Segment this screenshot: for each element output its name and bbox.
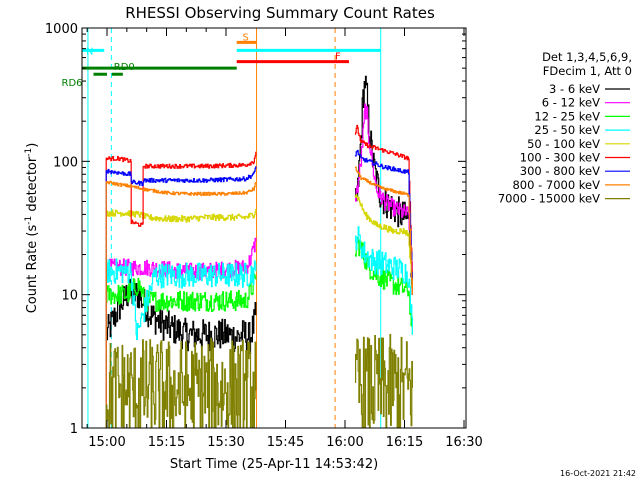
series-25-50-kev: [105, 226, 413, 428]
series-100-300-kev: [105, 124, 413, 428]
series-line-800-7000-kev-1: [354, 166, 413, 295]
y-tick-label-1: 1: [70, 422, 78, 437]
legend-label-800-7000-kev: 800 - 7000 keV: [512, 178, 600, 192]
x-tick-label-16-15: 16:15: [386, 435, 423, 450]
legend-label-50-100-kev: 50 - 100 keV: [527, 137, 600, 151]
series-line-800-7000-kev-0: [105, 180, 257, 428]
flag-bars: NSFRD6RD0: [62, 32, 381, 89]
series-12-25-kev: [105, 237, 413, 428]
series-line-25-50-kev-0: [105, 258, 257, 428]
legend-label-7000-15000-kev: 7000 - 15000 keV: [498, 192, 600, 206]
series-line-100-300-kev-0: [105, 151, 257, 428]
timestamp-annotation: 16-Oct-2021 21:42: [560, 469, 636, 478]
series-line-7000-15000-kev-1: [354, 334, 413, 428]
series-800-7000-kev: [105, 166, 413, 428]
series-line-3-6-kev-0: [105, 278, 257, 428]
series-line-6-12-kev-1: [354, 103, 413, 272]
chart-title: RHESSI Observing Summary Count Rates: [125, 4, 435, 22]
y-tick-label-100: 100: [53, 155, 78, 170]
legend-label-6-12-kev: 6 - 12 keV: [542, 96, 600, 110]
x-tick-label-15-45: 15:45: [267, 435, 304, 450]
legend-header-1: FDecim 1, Att 0: [543, 64, 632, 78]
legend-label-25-50-kev: 25 - 50 keV: [534, 123, 600, 137]
y-axis-label: Count Rate (s-1 detector-1): [24, 143, 40, 314]
series-line-7000-15000-kev-0: [105, 337, 257, 428]
legend: Det 1,3,4,5,6,9,FDecim 1, Att 0 3 - 6 keV…: [498, 50, 632, 206]
x-tick-label-15-00: 15:00: [88, 435, 125, 450]
y-tick-label-10: 10: [61, 289, 78, 304]
plot-frame: [81, 27, 467, 429]
series-line-12-25-kev-0: [105, 273, 257, 428]
x-axis-label: Start Time (25-Apr-11 14:53:42): [170, 457, 378, 472]
legend-label-3-6-kev: 3 - 6 keV: [549, 82, 600, 96]
count-rate-series: [105, 75, 413, 428]
x-tick-label-16-30: 16:30: [445, 435, 482, 450]
y-axis-label-sup-1: -1: [24, 216, 34, 225]
legend-header-0: Det 1,3,4,5,6,9,: [542, 50, 632, 64]
flag-label-rd6: RD6: [62, 78, 83, 89]
x-tick-label-15-15: 15:15: [148, 435, 185, 450]
y-axis-label-main: Count Rate (s: [25, 225, 40, 314]
series-line-300-800-kev-1: [354, 149, 413, 295]
y-axis-label-mid: detector: [25, 156, 40, 216]
series-line-25-50-kev-1: [354, 226, 413, 335]
y-axis-label-sup-2: -1: [24, 148, 34, 157]
series-line-3-6-kev-1: [354, 75, 413, 285]
flag-label-f: F: [335, 52, 341, 63]
flag-label-s: S: [243, 32, 249, 43]
series-7000-15000-kev: [105, 334, 413, 428]
legend-label-100-300-kev: 100 - 300 keV: [520, 151, 600, 165]
legend-label-12-25-kev: 12 - 25 keV: [534, 109, 600, 123]
series-line-100-300-kev-1: [354, 124, 413, 295]
y-axis-label-end: ): [25, 143, 40, 148]
series-line-12-25-kev-1: [354, 237, 413, 335]
series-3-6-kev: [105, 75, 413, 428]
flag-label-n: N: [86, 46, 93, 57]
x-tick-label-16-00: 16:00: [326, 435, 363, 450]
series-300-800-kev: [105, 149, 413, 428]
series-line-50-100-kev-1: [354, 194, 413, 295]
series-line-300-800-kev-0: [105, 166, 257, 428]
x-tick-label-15-30: 15:30: [207, 435, 244, 450]
axes: 15:00 15:15 15:30 15:45 16:00 16:15 16:30 1 10 10…: [45, 22, 483, 450]
legend-label-300-800-kev: 300 - 800 keV: [520, 164, 600, 178]
y-tick-label-1000: 1000: [45, 22, 78, 37]
